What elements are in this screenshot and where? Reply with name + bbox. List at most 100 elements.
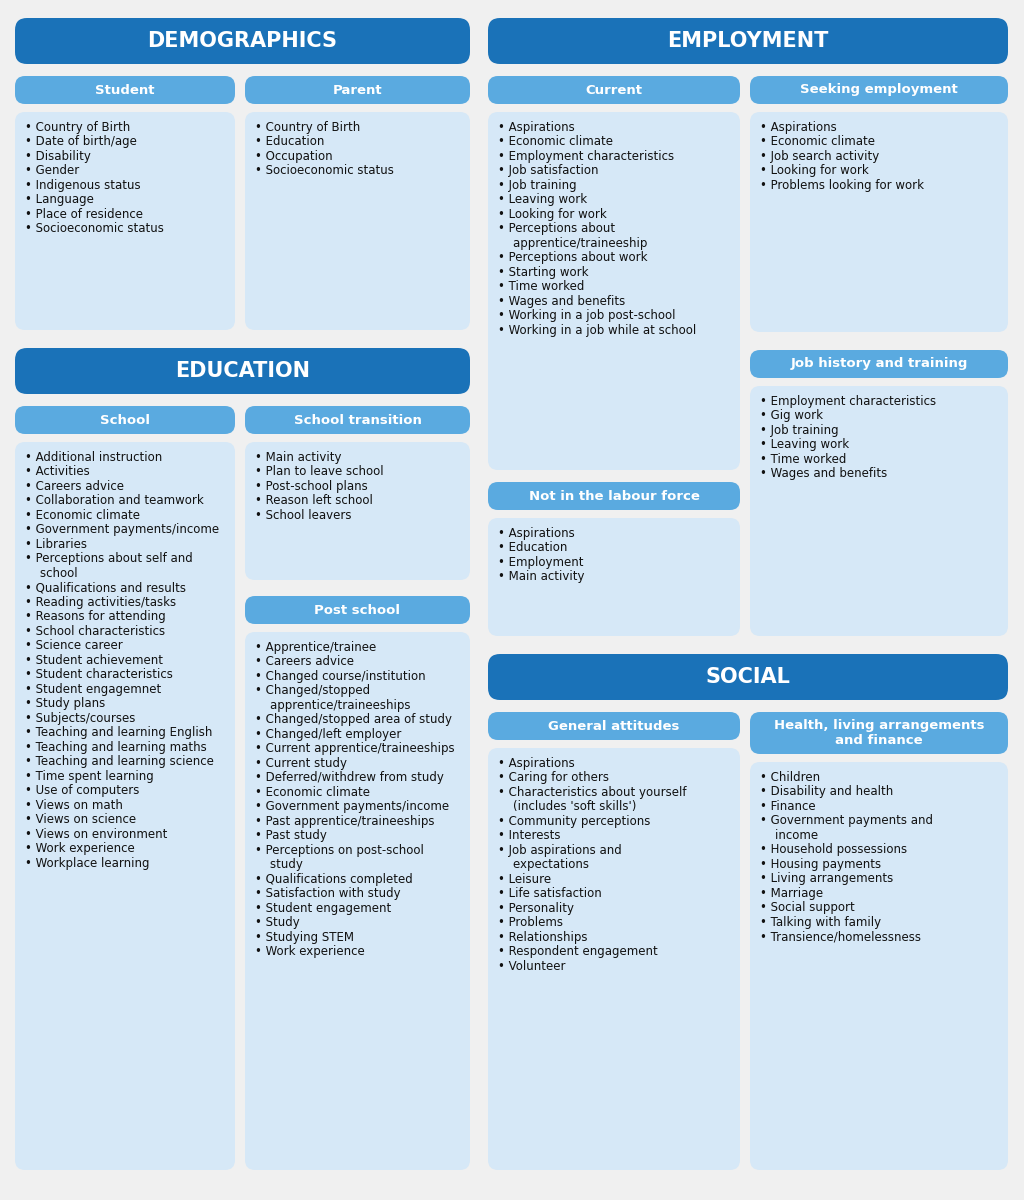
Text: • Problems: • Problems [498, 917, 563, 929]
Text: • Socioeconomic status: • Socioeconomic status [255, 164, 394, 178]
FancyBboxPatch shape [245, 406, 470, 434]
Text: • Gig work: • Gig work [760, 409, 823, 422]
Text: Student: Student [95, 84, 155, 96]
Text: • Aspirations: • Aspirations [498, 757, 574, 769]
Text: • Interests: • Interests [498, 829, 560, 842]
Text: • Study plans: • Study plans [25, 697, 105, 710]
FancyBboxPatch shape [15, 442, 234, 1170]
Text: • Education: • Education [255, 136, 325, 149]
Text: • Student engagement: • Student engagement [255, 901, 391, 914]
Text: • Leaving work: • Leaving work [498, 193, 587, 206]
Text: • Country of Birth: • Country of Birth [25, 121, 130, 133]
Text: • Personality: • Personality [498, 901, 574, 914]
Text: • Studying STEM: • Studying STEM [255, 931, 354, 943]
Text: • Time spent learning: • Time spent learning [25, 769, 154, 782]
Text: Health, living arrangements
and finance: Health, living arrangements and finance [774, 719, 984, 746]
FancyBboxPatch shape [15, 348, 470, 394]
Text: • Gender: • Gender [25, 164, 79, 178]
Text: • Economic climate: • Economic climate [760, 136, 874, 149]
Text: • Careers advice: • Careers advice [255, 655, 354, 668]
FancyBboxPatch shape [488, 654, 1008, 700]
FancyBboxPatch shape [750, 712, 1008, 754]
Text: • Aspirations: • Aspirations [498, 527, 574, 540]
Text: • Government payments/income: • Government payments/income [255, 800, 450, 814]
Text: expectations: expectations [498, 858, 589, 871]
FancyBboxPatch shape [245, 76, 470, 104]
Text: • Changed course/institution: • Changed course/institution [255, 670, 426, 683]
Text: • Student characteristics: • Student characteristics [25, 668, 173, 682]
FancyBboxPatch shape [488, 18, 1008, 64]
FancyBboxPatch shape [488, 518, 740, 636]
Text: • Education: • Education [498, 541, 567, 554]
FancyBboxPatch shape [488, 112, 740, 470]
Text: • Volunteer: • Volunteer [498, 960, 565, 973]
Text: • Time worked: • Time worked [760, 452, 847, 466]
Text: • Characteristics about yourself: • Characteristics about yourself [498, 786, 686, 799]
Text: study: study [255, 858, 303, 871]
Text: • Occupation: • Occupation [255, 150, 333, 163]
Text: DEMOGRAPHICS: DEMOGRAPHICS [147, 31, 338, 50]
Text: • Date of birth/age: • Date of birth/age [25, 136, 137, 149]
Text: • Past apprentice/traineeships: • Past apprentice/traineeships [255, 815, 434, 828]
Text: Post school: Post school [314, 604, 400, 617]
Text: • Libraries: • Libraries [25, 538, 87, 551]
Text: • Community perceptions: • Community perceptions [498, 815, 650, 828]
Text: • Relationships: • Relationships [498, 931, 588, 943]
Text: • Household possessions: • Household possessions [760, 844, 907, 857]
FancyBboxPatch shape [245, 632, 470, 1170]
FancyBboxPatch shape [15, 112, 234, 330]
FancyBboxPatch shape [488, 482, 740, 510]
Text: EMPLOYMENT: EMPLOYMENT [668, 31, 828, 50]
Text: • Job training: • Job training [498, 179, 577, 192]
Text: apprentice/traineeships: apprentice/traineeships [255, 698, 411, 712]
Text: Current: Current [586, 84, 642, 96]
Text: • Subjects/courses: • Subjects/courses [25, 712, 135, 725]
FancyBboxPatch shape [245, 596, 470, 624]
Text: • Job training: • Job training [760, 424, 839, 437]
Text: • Economic climate: • Economic climate [255, 786, 370, 799]
Text: • Socioeconomic status: • Socioeconomic status [25, 222, 164, 235]
Text: • Social support: • Social support [760, 901, 855, 914]
Text: • Workplace learning: • Workplace learning [25, 857, 150, 870]
Text: • Caring for others: • Caring for others [498, 772, 609, 785]
Text: • Teaching and learning English: • Teaching and learning English [25, 726, 212, 739]
Text: • Looking for work: • Looking for work [760, 164, 868, 178]
FancyBboxPatch shape [15, 76, 234, 104]
Text: • Perceptions about: • Perceptions about [498, 222, 615, 235]
Text: • Place of residence: • Place of residence [25, 208, 143, 221]
Text: • Transience/homelessness: • Transience/homelessness [760, 930, 921, 943]
Text: School transition: School transition [294, 414, 422, 426]
Text: • Plan to leave school: • Plan to leave school [255, 466, 384, 479]
Text: • Apprentice/trainee: • Apprentice/trainee [255, 641, 376, 654]
Text: • Working in a job post-school: • Working in a job post-school [498, 310, 676, 323]
Text: • Additional instruction: • Additional instruction [25, 451, 162, 463]
FancyBboxPatch shape [488, 712, 740, 740]
Text: • Government payments and: • Government payments and [760, 815, 933, 827]
Text: • Current apprentice/traineeships: • Current apprentice/traineeships [255, 743, 455, 755]
Text: • Student engagemnet: • Student engagemnet [25, 683, 161, 696]
FancyBboxPatch shape [750, 76, 1008, 104]
Text: income: income [760, 829, 818, 841]
Text: • Reasons for attending: • Reasons for attending [25, 611, 166, 623]
Text: • Teaching and learning maths: • Teaching and learning maths [25, 740, 207, 754]
Text: • Leisure: • Leisure [498, 872, 551, 886]
FancyBboxPatch shape [488, 748, 740, 1170]
Text: • Work experience: • Work experience [255, 946, 365, 959]
Text: • Science career: • Science career [25, 640, 123, 653]
Text: • Use of computers: • Use of computers [25, 785, 139, 797]
Text: • Main activity: • Main activity [255, 451, 341, 463]
Text: • Economic climate: • Economic climate [25, 509, 140, 522]
Text: • School characteristics: • School characteristics [25, 625, 165, 637]
FancyBboxPatch shape [750, 762, 1008, 1170]
Text: • Perceptions about self and: • Perceptions about self and [25, 552, 193, 565]
Text: • Collaboration and teamwork: • Collaboration and teamwork [25, 494, 204, 508]
Text: • Reading activities/tasks: • Reading activities/tasks [25, 595, 176, 608]
Text: • Living arrangements: • Living arrangements [760, 872, 893, 886]
Text: • Changed/left employer: • Changed/left employer [255, 727, 401, 740]
Text: • Current study: • Current study [255, 757, 347, 769]
FancyBboxPatch shape [245, 112, 470, 330]
Text: • Employment: • Employment [498, 556, 584, 569]
Text: School: School [100, 414, 150, 426]
Text: EDUCATION: EDUCATION [175, 361, 310, 382]
FancyBboxPatch shape [15, 406, 234, 434]
